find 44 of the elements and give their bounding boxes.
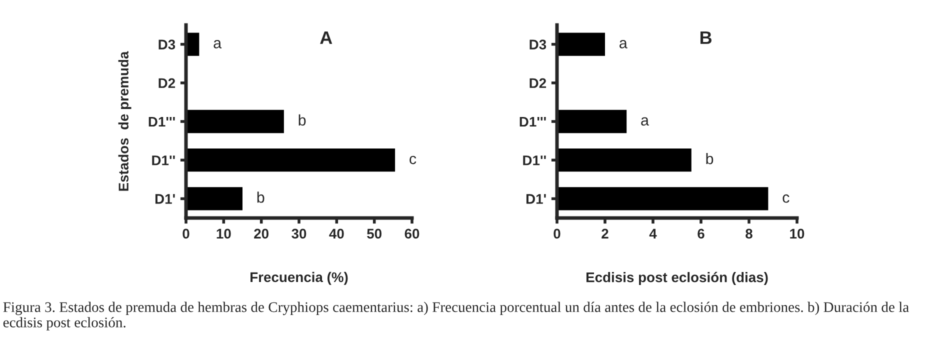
chart-title: B — [700, 31, 712, 44]
annotation: a — [214, 40, 222, 48]
annotation: a — [620, 40, 628, 48]
bar — [186, 110, 284, 134]
x-tick-label: 10 — [216, 228, 231, 239]
bar — [186, 187, 242, 210]
x-tick-label: 0 — [182, 228, 190, 239]
annotation: b — [257, 192, 264, 203]
x-tick-label: 20 — [254, 228, 268, 239]
y-tick-label: D3 — [158, 40, 176, 50]
annotation: b — [298, 114, 306, 126]
y-tick-label: D1' — [526, 194, 546, 204]
x-tick-label: 8 — [746, 228, 752, 239]
x-tick-label: 10 — [790, 228, 804, 239]
annotation: c — [782, 194, 790, 203]
x-tick-label: 50 — [367, 228, 382, 239]
y-tick-label: D2 — [158, 78, 176, 88]
y-tick-label: D1'' — [152, 156, 175, 166]
y-tick-label: D1' — [155, 194, 175, 204]
text: Figura 3. Estados de premuda de hembras de Cryphiops caementarius: a) Frecuencia porcentual un día antes de la eclosión de embriones. b) Duración de la ecdisis post eclosión. — [3, 302, 909, 330]
bar — [557, 32, 605, 56]
y-tick-label: D3 — [530, 40, 546, 50]
annotation: c — [410, 156, 416, 164]
bar — [557, 148, 692, 172]
x-tick-label: 30 — [292, 228, 306, 239]
annotation: b — [706, 152, 714, 164]
x-tick-label: 60 — [404, 228, 420, 239]
x-tick-label: 6 — [698, 228, 704, 239]
bar — [186, 148, 396, 172]
y-tick-label: D1''' — [520, 116, 546, 127]
x-axis-title: Ecdisis post eclosión (dias) — [586, 272, 768, 285]
x-tick-label: 0 — [554, 228, 560, 239]
x-tick-label: 40 — [329, 228, 344, 239]
x-axis-title: Frecuencia (%) — [250, 272, 348, 285]
chart-title: A — [320, 31, 332, 44]
y-axis-title: Estados de premuda — [118, 51, 132, 191]
x-tick-label: 4 — [649, 228, 657, 238]
bar — [557, 110, 627, 134]
y-tick-label: D1'' — [523, 156, 546, 166]
x-tick-label: 2 — [602, 228, 608, 238]
y-tick-label: D2 — [530, 78, 546, 88]
annotation: a — [641, 117, 649, 126]
bar — [557, 187, 768, 210]
y-tick-label: D1''' — [148, 116, 175, 127]
